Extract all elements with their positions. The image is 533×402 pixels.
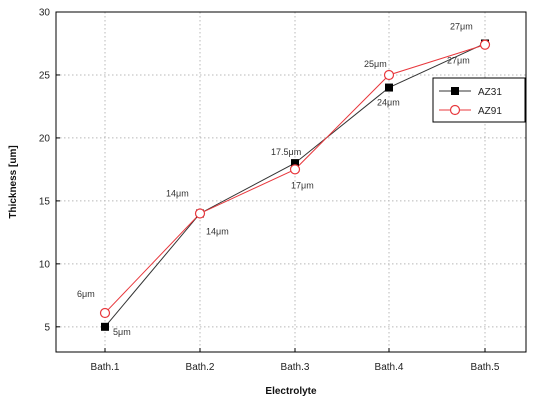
x-axis-title: Electrolyte — [265, 386, 317, 397]
data-label-az91: 17μm — [291, 180, 314, 190]
y-tick-label: 30 — [39, 8, 51, 19]
data-label-az31: 17.5μm — [271, 147, 301, 157]
point-az91 — [479, 39, 491, 50]
point-az91 — [383, 69, 395, 81]
data-label-az91: 27μm — [450, 22, 473, 32]
point-az91 — [99, 307, 111, 319]
legend: AZ31 AZ91 — [432, 77, 526, 123]
point-az31 — [101, 322, 109, 331]
legend-label-az91: AZ91 — [478, 106, 502, 117]
legend-box — [432, 77, 526, 123]
y-tick-label: 25 — [39, 70, 51, 81]
data-label-az91: 25μm — [364, 59, 387, 69]
data-label-az31: 14μm — [206, 226, 229, 236]
y-axis-title: Thickness [um] — [8, 145, 19, 218]
data-label-az31: 5μm — [113, 327, 131, 337]
data-label-az91: 6μm — [77, 289, 95, 299]
x-tick-label: Bath.2 — [186, 362, 215, 373]
grid — [56, 11, 526, 352]
series-group — [99, 39, 491, 331]
plot-frame — [55, 11, 527, 353]
y-tick-label: 15 — [39, 196, 51, 207]
legend-marker — [449, 104, 461, 116]
x-tick-label: Bath.1 — [91, 362, 120, 373]
point-az31 — [291, 159, 299, 168]
point-az91 — [194, 208, 206, 219]
point-az91 — [289, 164, 301, 175]
point-az31 — [385, 83, 393, 92]
y-tick-label: 5 — [44, 322, 50, 333]
legend-label-az31: AZ31 — [478, 87, 502, 98]
y-tick-label: 20 — [39, 133, 51, 144]
data-labels: 5μm 14μm 17.5μm 24μm 27μm 6μm 14μm 17μm 25μm 27μm — [77, 22, 473, 337]
y-tick-label: 10 — [39, 259, 51, 270]
x-tick-label: Bath.3 — [281, 362, 310, 373]
x-tick-label: Bath.5 — [471, 362, 500, 373]
data-label-az91: 14μm — [166, 188, 189, 198]
axis-ticks: 5 10 15 20 25 30 Bath.1 Bath.2 Bath.3 Bath.4 Bath.… — [39, 8, 500, 374]
data-label-az31: 24μm — [377, 98, 400, 108]
data-label-az31: 27μm — [447, 55, 470, 65]
x-tick-label: Bath.4 — [375, 362, 404, 373]
legend-marker — [451, 87, 459, 95]
